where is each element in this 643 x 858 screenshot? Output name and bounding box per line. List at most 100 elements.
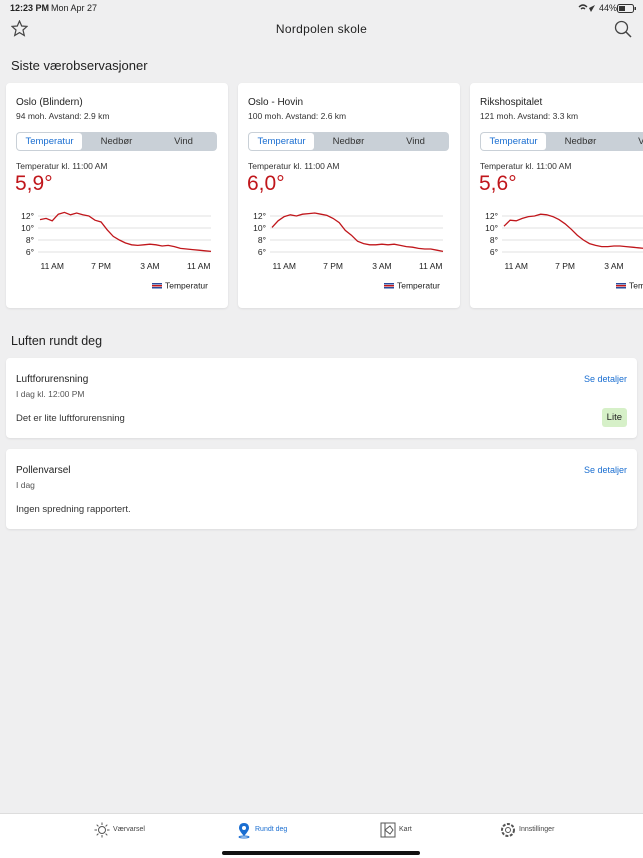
legend-swatch — [384, 285, 394, 287]
section-title: Luften rundt deg — [11, 334, 103, 348]
segment-tab[interactable]: Nedbør — [564, 136, 597, 147]
tab-label: Rundt deg — [255, 826, 288, 833]
segment-tab[interactable]: Temperatur — [481, 133, 546, 150]
temperature-line — [503, 213, 643, 249]
card-subtitle: I dag kl. 12:00 PM — [16, 389, 85, 399]
tab-label: Innstillinger — [519, 826, 555, 833]
legend-swatch — [384, 283, 394, 285]
card-text: Ingen spredning rapportert. — [16, 504, 131, 515]
y-tick-label: 6° — [26, 247, 34, 257]
station-card[interactable]: Rikshospitalet 121 moh. Avstand: 3.3 km Te… — [470, 83, 643, 308]
x-tick-label: 7 PM — [91, 261, 111, 271]
tab-label: Kart — [399, 826, 412, 833]
observation-label: Temperatur kl. 11:00 AM — [16, 161, 108, 171]
card-title: Pollenvarsel — [16, 465, 71, 476]
station-card[interactable]: Oslo - Hovin 100 moh. Avstand: 2.6 km Temp… — [238, 83, 460, 308]
x-tick-label: 3 AM — [372, 261, 391, 271]
current-temperature: 5,6° — [479, 172, 517, 195]
tab-bar: Værvarsel Rundt deg Kart Innstillinger — [0, 813, 643, 858]
tab-item[interactable]: Kart — [380, 822, 470, 842]
current-temperature: 5,9° — [15, 172, 53, 195]
y-tick-label: 8° — [490, 235, 498, 245]
level-badge: Lite — [601, 408, 627, 427]
search-button[interactable] — [614, 20, 632, 38]
tab-item[interactable]: Innstillinger — [500, 822, 590, 842]
y-tick-label: 6° — [258, 247, 266, 257]
legend-swatch — [152, 285, 162, 287]
legend-label: Temperatur — [165, 281, 208, 291]
tab-item[interactable]: Rundt deg — [236, 822, 326, 842]
y-tick-label: 6° — [490, 247, 498, 257]
info-card: Pollenvarsel Se detaljer I dag Ingen spredn… — [6, 449, 637, 529]
y-tick-label: 10° — [253, 223, 266, 233]
observation-label: Temperatur kl. 11:00 AM — [248, 161, 340, 171]
favorite-button[interactable] — [11, 20, 28, 37]
legend-swatch — [152, 283, 162, 285]
x-tick-label: 11 AM — [504, 261, 527, 271]
station-info: 94 moh. Avstand: 2.9 km — [16, 111, 110, 121]
status-time: 12:23 PM — [10, 3, 50, 13]
station-card[interactable]: Oslo (Blindern) 94 moh. Avstand: 2.9 km Te… — [6, 83, 228, 308]
observation-label: Temperatur kl. 11:00 AM — [480, 161, 572, 171]
x-tick-label: 11 AM — [419, 261, 442, 271]
header-title: Nordpolen skole — [275, 22, 368, 36]
legend-label: Temperatur — [629, 281, 643, 291]
segmented-control: Temperatur Nedbør Vind — [248, 132, 449, 151]
y-tick-label: 10° — [21, 223, 34, 233]
station-info: 121 moh. Avstand: 3.3 km — [480, 111, 579, 121]
temperature-line — [271, 212, 444, 253]
x-tick-label: 3 AM — [604, 261, 623, 271]
card-title: Luftforurensning — [16, 374, 89, 385]
segment-tab[interactable]: Nedbør — [332, 136, 365, 147]
card-subtitle: I dag — [16, 480, 35, 490]
info-card: Luftforurensning Se detaljer I dag kl. 12:… — [6, 358, 637, 438]
x-tick-label: 11 AM — [40, 261, 63, 271]
details-link[interactable]: Se detaljer — [583, 465, 627, 475]
legend-swatch — [152, 287, 162, 289]
tab-label: Værvarsel — [113, 826, 145, 833]
card-text: Det er lite luftforurensning — [16, 413, 125, 424]
y-tick-label: 8° — [26, 235, 34, 245]
x-tick-label: 7 PM — [555, 261, 575, 271]
segment-tab[interactable]: Temperatur — [17, 133, 82, 150]
y-tick-label: 12° — [253, 211, 266, 221]
tab-icon — [501, 823, 515, 837]
temperature-line — [39, 211, 212, 253]
segment-tab[interactable]: Vind — [174, 136, 193, 147]
station-info: 100 moh. Avstand: 2.6 km — [248, 111, 347, 121]
segmented-control: Temperatur Nedbør Vind — [480, 132, 643, 151]
legend-label: Temperatur — [397, 281, 440, 291]
y-tick-label: 8° — [258, 235, 266, 245]
segment-tab[interactable]: Nedbør — [100, 136, 133, 147]
wifi-icon — [578, 4, 595, 12]
station-name: Oslo - Hovin — [248, 97, 304, 108]
legend-swatch — [616, 283, 626, 285]
legend-swatch — [616, 285, 626, 287]
tab-icon — [238, 823, 250, 839]
y-tick-label: 10° — [485, 223, 498, 233]
station-name: Oslo (Blindern) — [16, 97, 83, 108]
legend-swatch — [616, 287, 626, 289]
tab-icon — [380, 822, 396, 838]
y-tick-label: 12° — [21, 211, 34, 221]
x-tick-label: 11 AM — [272, 261, 295, 271]
battery-icon — [617, 4, 636, 13]
section-title: Siste værobservasjoner — [11, 58, 148, 73]
temperature-chart: 12° 10° 8° 6° 11 AM 7 PM 3 AM 11 AM Temperatur — [253, 211, 444, 291]
home-indicator — [222, 851, 420, 855]
segment-tab[interactable]: Vind — [406, 136, 425, 147]
y-tick-label: 12° — [485, 211, 498, 221]
x-tick-label: 11 AM — [187, 261, 210, 271]
segment-tab[interactable]: Temperatur — [249, 133, 314, 150]
segment-tab[interactable]: Vind — [638, 136, 643, 147]
details-link[interactable]: Se detaljer — [583, 374, 627, 384]
station-name: Rikshospitalet — [480, 97, 543, 108]
x-tick-label: 7 PM — [323, 261, 343, 271]
tab-item[interactable]: Værvarsel — [94, 822, 184, 842]
segmented-control: Temperatur Nedbør Vind — [16, 132, 217, 151]
status-date: Mon Apr 27 — [51, 3, 98, 13]
status-battery: 44% — [599, 3, 618, 13]
